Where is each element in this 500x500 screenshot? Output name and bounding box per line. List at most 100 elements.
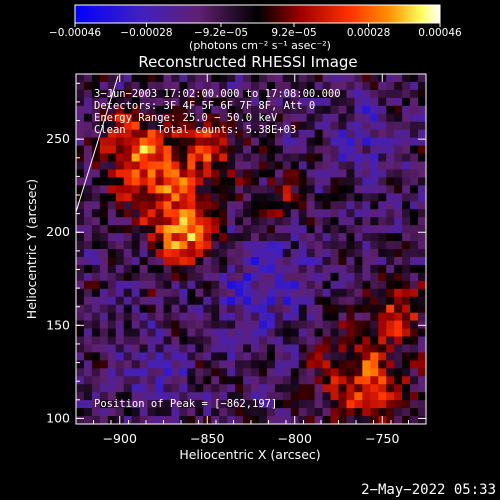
heatmap-cell <box>171 129 180 138</box>
heatmap-cell <box>99 264 109 274</box>
heatmap-cell <box>139 81 148 91</box>
heatmap-cell <box>418 304 427 313</box>
heatmap-cell <box>235 169 244 178</box>
heatmap-cell <box>83 304 93 313</box>
heatmap-cell <box>410 304 419 313</box>
heatmap-cell <box>266 408 276 417</box>
heatmap-cell <box>83 209 93 218</box>
heatmap-cell <box>76 312 85 321</box>
heatmap-cell <box>394 328 403 337</box>
heatmap-cell <box>258 97 268 107</box>
heatmap-cell <box>195 89 204 99</box>
heatmap-cell <box>107 312 117 321</box>
heatmap-cell <box>418 408 427 417</box>
heatmap-cell <box>91 121 101 130</box>
heatmap-cell <box>115 256 125 266</box>
heatmap-cell <box>330 328 339 337</box>
heatmap-cell <box>410 384 419 393</box>
heatmap-cell <box>274 201 284 210</box>
heatmap-cell <box>243 153 252 162</box>
heatmap-cell <box>91 113 101 123</box>
heatmap-cell <box>418 249 427 258</box>
y-tick-label: 100 <box>46 410 70 425</box>
heatmap-cell <box>306 416 315 425</box>
heatmap-cell <box>282 249 292 258</box>
heatmap-cell <box>99 320 109 329</box>
heatmap-cell <box>203 352 212 361</box>
heatmap-cell <box>163 328 172 337</box>
heatmap-cell <box>115 129 125 138</box>
heatmap-cell <box>258 201 268 210</box>
heatmap-cell <box>227 408 236 417</box>
heatmap-cell <box>107 304 117 313</box>
heatmap-cell <box>83 121 93 130</box>
heatmap-cell <box>147 344 156 353</box>
heatmap-cell <box>243 360 252 369</box>
heatmap-cell <box>322 177 331 186</box>
heatmap-cell <box>171 225 180 234</box>
heatmap-cell <box>163 376 172 385</box>
heatmap-cell <box>418 368 427 377</box>
heatmap-cell <box>298 185 307 194</box>
heatmap-cell <box>171 105 180 115</box>
heatmap-cell <box>322 233 331 242</box>
heatmap-cell <box>298 241 307 250</box>
heatmap-cell <box>219 81 228 91</box>
heatmap-cell <box>274 113 284 123</box>
heatmap-cell <box>338 368 347 377</box>
heatmap-cell <box>83 201 93 210</box>
heatmap-cell <box>235 312 244 321</box>
heatmap-cell <box>83 336 93 345</box>
heatmap-cell <box>195 392 204 401</box>
heatmap-cell <box>266 169 276 178</box>
heatmap-cell <box>195 225 204 234</box>
heatmap-cell <box>211 376 220 385</box>
heatmap-cell <box>76 304 85 313</box>
heatmap-cell <box>171 249 180 258</box>
heatmap-cell <box>410 145 419 154</box>
heatmap-cell <box>362 161 371 170</box>
heatmap-cell <box>290 304 300 313</box>
heatmap-cell <box>115 177 125 186</box>
heatmap-cell <box>187 368 196 377</box>
heatmap-cell <box>386 74 395 83</box>
heatmap-cell <box>410 217 419 226</box>
heatmap-cell <box>418 233 427 242</box>
heatmap-cell <box>298 256 307 266</box>
heatmap-cell <box>179 177 188 186</box>
heatmap-cell <box>235 241 244 250</box>
heatmap-cell <box>115 89 125 99</box>
heatmap-cell <box>378 201 387 210</box>
heatmap-cell <box>179 145 188 154</box>
heatmap-cell <box>410 376 419 385</box>
heatmap-cell <box>211 320 220 329</box>
heatmap-cell <box>266 256 276 266</box>
heatmap-cell <box>83 376 93 385</box>
heatmap-cell <box>418 312 427 321</box>
heatmap-cell <box>346 121 355 130</box>
heatmap-cell <box>394 185 403 194</box>
heatmap-cell <box>394 272 403 282</box>
heatmap-cell <box>258 336 268 345</box>
heatmap-cell <box>251 264 260 274</box>
heatmap-cell <box>251 225 260 234</box>
heatmap-cell <box>107 153 117 162</box>
heatmap-cell <box>274 344 284 353</box>
heatmap-cell <box>251 328 260 337</box>
heatmap-cell <box>227 296 236 305</box>
heatmap-cell <box>139 416 148 425</box>
heatmap-cell <box>370 416 379 425</box>
heatmap-cell <box>274 209 284 218</box>
heatmap-cell <box>258 312 268 321</box>
heatmap-cell <box>155 225 164 234</box>
heatmap-cell <box>370 368 379 377</box>
heatmap-cell <box>227 376 236 385</box>
heatmap-cell <box>99 296 109 305</box>
heatmap-cell <box>258 249 268 258</box>
heatmap-cell <box>402 264 411 274</box>
heatmap-cell <box>203 169 212 178</box>
heatmap-cell <box>99 344 109 353</box>
heatmap-cell <box>386 384 395 393</box>
heatmap-cell <box>131 193 140 202</box>
annotation-detectors: Detectors: 3F 4F 5F 6F 7F 8F, Att 0 <box>94 100 315 112</box>
